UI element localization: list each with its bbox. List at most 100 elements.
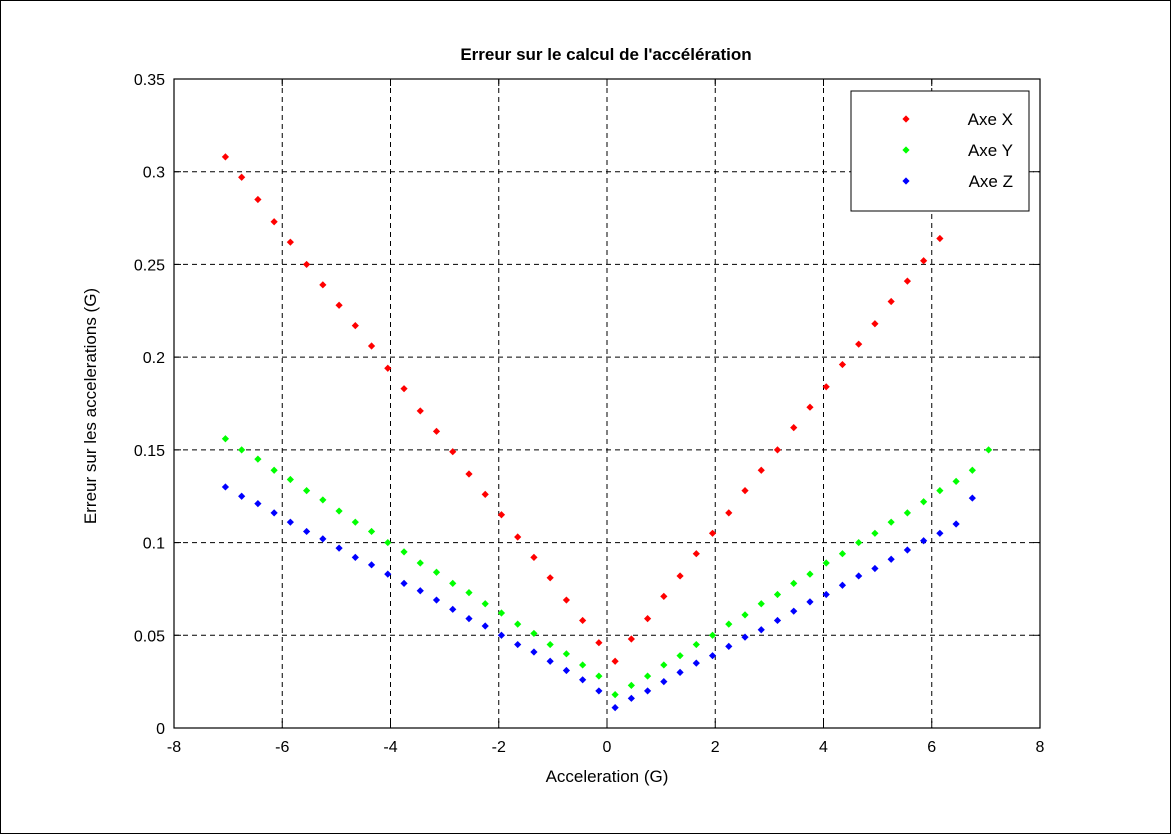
data-point-axe-z <box>790 607 798 615</box>
data-point-axe-z <box>400 579 408 587</box>
data-points <box>221 153 993 712</box>
data-point-axe-y <box>481 600 489 608</box>
data-point-axe-x <box>871 320 879 328</box>
data-point-axe-x <box>303 260 311 269</box>
data-point-axe-y <box>497 609 506 617</box>
data-point-axe-x <box>530 553 538 562</box>
data-point-axe-z <box>855 572 863 580</box>
data-point-axe-x <box>449 448 457 456</box>
data-point-axe-x <box>887 297 895 306</box>
legend-label: Axe X <box>968 110 1013 129</box>
data-point-axe-y <box>871 529 879 537</box>
data-point-axe-y <box>903 509 911 517</box>
data-point-axe-z <box>465 614 473 623</box>
data-point-axe-x <box>741 487 749 495</box>
y-axis-label: Erreur sur les accelerations (G) <box>81 288 100 524</box>
x-tick-label: -6 <box>275 739 289 756</box>
data-point-axe-y <box>367 527 376 536</box>
data-point-axe-y <box>514 620 522 628</box>
data-point-axe-y <box>432 568 441 576</box>
data-point-axe-x <box>936 234 944 243</box>
data-point-axe-y <box>936 487 944 495</box>
data-point-axe-x <box>481 490 489 498</box>
data-point-axe-x <box>611 657 619 665</box>
legend-marker <box>902 146 910 154</box>
data-point-axe-x <box>254 195 262 204</box>
data-point-axe-y <box>400 548 408 556</box>
data-point-axe-y <box>822 559 830 567</box>
data-point-axe-z <box>351 553 359 562</box>
data-point-axe-z <box>725 642 733 651</box>
axis-ticks: -8 -6 -4 -2 0 2 4 6 8 0 0.05 0.1 0.15 0.2 0.25 0.3 0.35 <box>134 72 1045 756</box>
x-tick-label: 8 <box>1036 739 1045 756</box>
data-point-axe-x <box>838 360 847 369</box>
data-point-axe-y <box>855 538 863 547</box>
data-point-axe-y <box>920 498 928 506</box>
data-point-axe-y <box>546 640 554 649</box>
data-point-axe-x <box>400 385 408 393</box>
data-point-axe-z <box>367 561 376 569</box>
data-point-axe-z <box>838 581 847 589</box>
legend: Axe X Axe Y Axe Z <box>850 90 1030 212</box>
data-point-axe-y <box>741 611 749 619</box>
data-point-axe-y <box>319 496 327 504</box>
x-tick-label: 4 <box>819 739 828 756</box>
data-point-axe-y <box>562 650 571 658</box>
data-point-axe-x <box>676 572 684 580</box>
data-point-axe-z <box>497 631 506 639</box>
data-point-axe-y <box>627 681 635 689</box>
data-point-axe-y <box>708 631 717 639</box>
data-point-axe-y <box>725 620 733 628</box>
data-point-axe-y <box>887 518 895 526</box>
data-point-axe-z <box>481 622 489 630</box>
data-point-axe-y <box>676 652 684 660</box>
legend-box <box>850 90 1030 212</box>
data-point-axe-z <box>968 494 976 502</box>
data-point-axe-z <box>595 687 603 695</box>
data-point-axe-z <box>449 605 457 613</box>
data-point-axe-x <box>643 614 652 623</box>
data-point-axe-y <box>221 435 230 443</box>
data-point-axe-x <box>757 466 765 474</box>
data-point-axe-x <box>708 529 717 537</box>
data-point-axe-z <box>887 555 895 563</box>
data-point-axe-x <box>432 427 441 435</box>
y-tick-label: 0.25 <box>134 257 165 274</box>
y-tick-label: 0.1 <box>143 536 165 553</box>
data-point-axe-x <box>497 511 506 519</box>
data-point-axe-z <box>546 657 554 665</box>
data-point-axe-z <box>806 598 814 606</box>
x-tick-label: 0 <box>603 739 612 756</box>
data-point-axe-y <box>416 559 424 567</box>
data-point-axe-z <box>416 587 424 595</box>
data-point-axe-z <box>920 537 928 545</box>
data-point-axe-z <box>692 659 700 667</box>
data-point-axe-x <box>335 301 343 309</box>
data-point-axe-y <box>838 550 847 558</box>
data-point-axe-y <box>254 455 262 463</box>
x-tick-label: -2 <box>492 739 506 756</box>
data-point-axe-x <box>725 509 733 517</box>
data-point-axe-z <box>952 520 960 528</box>
data-point-axe-x <box>319 281 327 289</box>
data-point-axe-x <box>579 616 587 625</box>
data-point-axe-z <box>741 633 749 641</box>
data-point-axe-z <box>643 687 652 695</box>
data-point-axe-z <box>319 535 327 543</box>
legend-marker <box>902 115 910 123</box>
data-point-axe-x <box>351 322 359 330</box>
data-point-axe-x <box>692 550 700 558</box>
data-point-axe-y <box>692 640 700 649</box>
data-point-axe-y <box>384 538 392 547</box>
data-point-axe-y <box>579 661 587 669</box>
data-point-axe-z <box>384 570 392 578</box>
data-point-axe-x <box>416 407 424 415</box>
data-point-axe-z <box>286 518 294 526</box>
data-point-axe-z <box>627 694 635 702</box>
y-tick-label: 0.35 <box>134 72 165 89</box>
y-tick-label: 0.2 <box>143 350 165 367</box>
data-point-axe-y <box>530 629 538 638</box>
data-point-axe-z <box>708 652 717 660</box>
data-point-axe-z <box>238 492 246 500</box>
